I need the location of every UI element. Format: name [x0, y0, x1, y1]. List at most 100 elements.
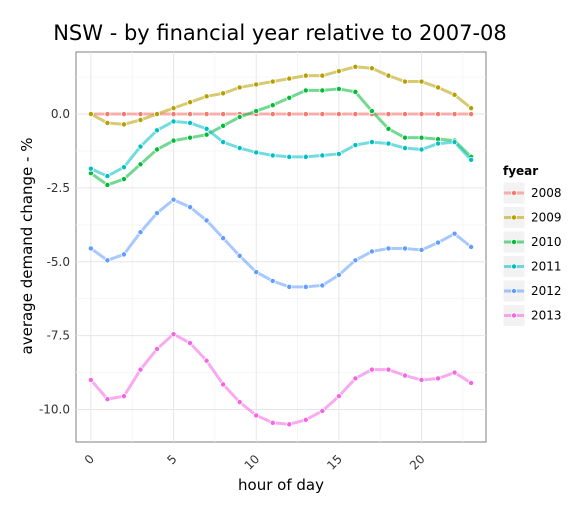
data-point [352, 63, 359, 70]
legend-key-point [510, 312, 517, 319]
data-point [220, 111, 227, 118]
data-point [203, 357, 210, 364]
series-2010 [87, 85, 475, 188]
data-point [87, 165, 94, 172]
data-point [269, 277, 276, 284]
legend-item: 2008 [502, 181, 562, 205]
data-point [418, 146, 425, 153]
data-point [385, 125, 392, 132]
data-point [269, 111, 276, 118]
data-point [418, 78, 425, 85]
data-point [302, 87, 309, 94]
data-point [154, 127, 161, 134]
data-point [468, 111, 475, 118]
x-axis-title: hour of day [238, 476, 324, 494]
legend-key-point [510, 238, 517, 245]
x-tick-label: 10 [242, 452, 263, 473]
data-point [319, 87, 326, 94]
data-point [468, 105, 475, 112]
data-point [154, 146, 161, 153]
chart-title: NSW - by financial year relative to 2007… [53, 21, 507, 45]
data-point [87, 376, 94, 383]
data-point [104, 111, 111, 118]
data-point [352, 88, 359, 95]
data-point [104, 257, 111, 264]
data-point [286, 111, 293, 118]
legend-key-point [510, 214, 517, 221]
data-point [137, 161, 144, 168]
data-point [368, 65, 375, 72]
data-point [154, 210, 161, 217]
data-point [220, 122, 227, 129]
data-point [253, 108, 260, 115]
data-point [385, 111, 392, 118]
data-point [401, 245, 408, 252]
data-point [187, 204, 194, 211]
legend-label: 2008 [531, 186, 562, 200]
data-point [385, 72, 392, 79]
data-point [418, 376, 425, 383]
data-point [451, 369, 458, 376]
series-2011 [87, 118, 475, 180]
data-point [435, 375, 442, 382]
data-point [468, 156, 475, 163]
data-point [269, 102, 276, 109]
data-point [468, 379, 475, 386]
data-point [170, 105, 177, 112]
data-point [335, 272, 342, 279]
y-tick-label: -10.0 [39, 403, 70, 417]
data-point [352, 142, 359, 149]
data-point [253, 81, 260, 88]
data-point [286, 94, 293, 101]
data-point [435, 111, 442, 118]
legend-label: 2012 [531, 284, 562, 298]
data-point [385, 366, 392, 373]
data-point [385, 140, 392, 147]
legend-title: fyear [503, 164, 538, 178]
data-point [269, 152, 276, 159]
data-point [220, 139, 227, 146]
series-2012 [87, 196, 475, 290]
data-point [203, 93, 210, 100]
data-point [187, 99, 194, 106]
data-point [253, 269, 260, 276]
legend-label: 2013 [531, 309, 562, 323]
data-point [154, 111, 161, 118]
legend-label: 2010 [531, 235, 562, 249]
data-point [418, 134, 425, 141]
legend-item: 2011 [502, 255, 562, 278]
data-point [203, 131, 210, 138]
data-point [104, 173, 111, 180]
data-point [435, 239, 442, 246]
data-point [170, 118, 177, 125]
data-point [302, 153, 309, 160]
data-point [104, 396, 111, 403]
data-point [104, 181, 111, 188]
y-axis-title: average demand change - % [18, 138, 36, 355]
data-point [352, 257, 359, 264]
data-point [120, 251, 127, 258]
data-point [286, 153, 293, 160]
data-point [335, 150, 342, 157]
data-point [451, 91, 458, 98]
data-point [187, 111, 194, 118]
data-point [286, 75, 293, 82]
data-point [87, 111, 94, 118]
data-point [335, 111, 342, 118]
data-point [302, 283, 309, 290]
data-point [269, 78, 276, 85]
data-point [170, 137, 177, 144]
legend-key-point [510, 189, 517, 196]
data-point [319, 152, 326, 159]
data-point [368, 366, 375, 373]
data-point [335, 68, 342, 75]
data-point [302, 416, 309, 423]
data-point [401, 78, 408, 85]
data-point [286, 283, 293, 290]
data-point [435, 84, 442, 91]
data-point [401, 111, 408, 118]
x-axis: 0 5 10 15 20 [82, 452, 428, 473]
series-2009 [87, 63, 475, 128]
data-point [120, 393, 127, 400]
